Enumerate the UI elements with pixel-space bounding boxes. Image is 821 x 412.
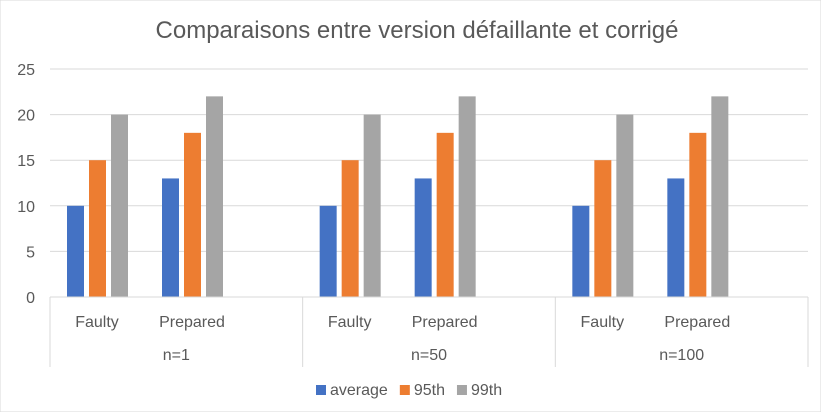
- y-tick-label: 15: [17, 153, 35, 170]
- bar-95th: [341, 160, 359, 297]
- bar-average: [162, 178, 179, 297]
- legend-swatch: [399, 385, 410, 395]
- legend-label: average: [330, 382, 388, 399]
- x-subcategory-label: Prepared: [412, 314, 478, 331]
- y-tick-label: 5: [26, 244, 35, 261]
- bar-99th: [111, 114, 128, 297]
- y-tick-label: 25: [17, 62, 35, 79]
- legend-label: 95th: [414, 382, 445, 399]
- bar-average: [319, 205, 337, 297]
- bar-99th: [616, 114, 634, 297]
- bar-average: [667, 178, 685, 297]
- x-group-label: n=1: [163, 347, 190, 364]
- chart-title: Comparaisons entre version défaillante e…: [156, 17, 679, 44]
- y-tick-label: 0: [26, 290, 35, 307]
- legend-label: 99th: [471, 382, 502, 399]
- bar-average: [414, 178, 432, 297]
- bar-99th: [458, 96, 476, 297]
- x-axis: Faulty Prepared n=1 Faulty Prepared n=50 Fault…: [49, 296, 809, 367]
- x-group-label: n=100: [659, 347, 704, 364]
- bar-95th: [436, 132, 454, 297]
- bar-95th: [184, 132, 201, 297]
- x-subcategory-label: Faulty: [581, 314, 625, 331]
- bar-99th: [206, 96, 223, 297]
- x-subcategory-label: Faulty: [75, 314, 119, 331]
- y-tick-label: 10: [17, 199, 35, 216]
- bar-99th: [711, 96, 729, 297]
- x-subcategory-label: Faulty: [328, 314, 372, 331]
- x-group-label: n=50: [411, 347, 447, 364]
- y-tick-label: 20: [17, 108, 35, 125]
- legend-swatch: [316, 385, 326, 395]
- y-axis-ticks: 0 5 10 15 20 25: [17, 62, 35, 307]
- bar-average: [67, 205, 84, 297]
- x-subcategory-label: Prepared: [664, 314, 730, 331]
- bar-95th: [689, 132, 707, 297]
- x-subcategory-label: Prepared: [159, 314, 225, 331]
- bar-average: [572, 205, 590, 297]
- bar-95th: [89, 160, 106, 297]
- bar-99th: [363, 114, 381, 297]
- bar-95th: [594, 160, 612, 297]
- legend-swatch: [456, 385, 467, 395]
- legend: average 95th 99th: [316, 382, 502, 399]
- bars: [67, 96, 729, 297]
